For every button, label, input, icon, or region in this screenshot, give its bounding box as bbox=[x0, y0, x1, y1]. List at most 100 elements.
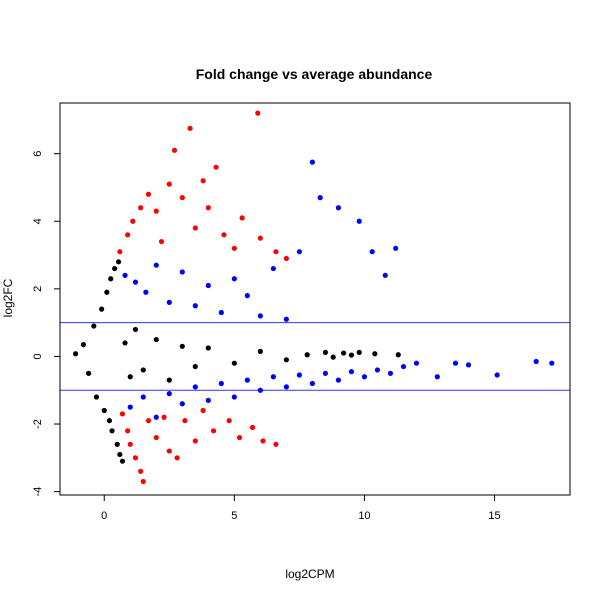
x-axis: 0 5 10 15 bbox=[101, 494, 501, 522]
data-point bbox=[99, 306, 105, 312]
data-point bbox=[127, 374, 133, 380]
data-point bbox=[255, 110, 261, 116]
data-point bbox=[452, 360, 459, 366]
data-point bbox=[244, 377, 250, 383]
data-point bbox=[117, 451, 123, 458]
data-point bbox=[434, 374, 440, 380]
data-point bbox=[179, 195, 185, 201]
x-tick-label: 5 bbox=[231, 510, 237, 522]
data-point bbox=[533, 358, 539, 365]
data-point bbox=[145, 191, 152, 197]
data-point bbox=[179, 343, 185, 349]
data-point bbox=[117, 249, 123, 255]
data-point bbox=[330, 354, 336, 360]
data-point bbox=[257, 235, 263, 241]
data-point bbox=[270, 374, 276, 380]
data-point bbox=[143, 289, 149, 295]
data-point bbox=[153, 434, 159, 441]
data-point bbox=[231, 245, 237, 251]
data-point bbox=[91, 323, 97, 329]
data-point bbox=[465, 362, 472, 368]
x-tick-label: 10 bbox=[358, 510, 370, 522]
data-point bbox=[231, 394, 237, 400]
x-axis-label: log2CPM bbox=[285, 567, 334, 581]
data-point bbox=[356, 218, 362, 224]
data-point bbox=[205, 282, 211, 289]
data-point bbox=[192, 438, 198, 444]
data-point bbox=[179, 401, 185, 407]
data-point bbox=[304, 352, 310, 358]
data-point bbox=[393, 245, 399, 251]
data-point bbox=[309, 380, 315, 387]
data-point bbox=[166, 391, 172, 397]
data-point bbox=[192, 363, 198, 370]
data-point bbox=[218, 380, 224, 387]
data-point bbox=[106, 418, 113, 424]
data-point bbox=[205, 345, 211, 351]
data-point bbox=[260, 438, 266, 444]
data-point bbox=[127, 404, 133, 410]
data-point bbox=[125, 428, 131, 434]
data-point bbox=[109, 428, 115, 434]
data-point bbox=[374, 367, 381, 373]
data-point bbox=[125, 232, 131, 238]
data-point bbox=[205, 205, 211, 211]
data-point bbox=[192, 225, 198, 231]
data-point bbox=[283, 316, 289, 322]
y-tick-label: 2 bbox=[32, 286, 44, 292]
data-point bbox=[236, 434, 243, 441]
data-point bbox=[372, 351, 378, 357]
data-point bbox=[257, 387, 263, 393]
data-point bbox=[138, 205, 144, 211]
data-point bbox=[210, 428, 217, 434]
data-point bbox=[140, 367, 146, 373]
x-tick-label: 0 bbox=[101, 510, 107, 522]
data-point bbox=[166, 377, 172, 383]
data-point bbox=[132, 326, 139, 333]
data-point bbox=[322, 370, 329, 376]
data-point bbox=[130, 218, 136, 224]
data-point bbox=[93, 394, 100, 400]
data-point bbox=[231, 276, 237, 282]
data-point bbox=[119, 411, 126, 417]
data-point bbox=[494, 372, 500, 378]
data-point bbox=[335, 377, 342, 383]
y-axis: -4 -2 0 2 4 6 bbox=[32, 151, 61, 497]
data-point bbox=[387, 370, 394, 376]
data-point bbox=[283, 255, 289, 262]
y-tick-label: -2 bbox=[32, 419, 44, 429]
data-point bbox=[283, 357, 289, 363]
data-point bbox=[158, 238, 165, 245]
data-point bbox=[249, 424, 256, 431]
data-point bbox=[356, 349, 362, 355]
data-point bbox=[341, 350, 347, 356]
data-point bbox=[348, 352, 355, 358]
data-point bbox=[140, 394, 146, 400]
y-tick-label: -4 bbox=[32, 487, 44, 497]
data-point bbox=[132, 455, 139, 461]
data-point bbox=[112, 265, 118, 272]
data-point bbox=[361, 374, 368, 380]
data-point bbox=[273, 249, 279, 255]
y-tick-label: 4 bbox=[32, 218, 44, 224]
data-point bbox=[244, 293, 250, 299]
data-point bbox=[382, 272, 388, 278]
y-axis-label: log2FC bbox=[1, 278, 15, 317]
data-point bbox=[395, 352, 401, 358]
data-point bbox=[114, 441, 120, 447]
data-point bbox=[335, 205, 342, 211]
data-point bbox=[166, 299, 172, 305]
data-point bbox=[257, 313, 263, 319]
y-tick-label: 0 bbox=[32, 353, 44, 359]
data-point bbox=[231, 360, 237, 366]
data-point bbox=[86, 370, 92, 376]
data-point bbox=[257, 348, 263, 354]
data-point bbox=[80, 342, 87, 348]
data-point bbox=[317, 195, 323, 201]
data-point bbox=[200, 407, 206, 414]
data-point bbox=[153, 414, 159, 420]
data-point bbox=[145, 418, 152, 424]
data-point bbox=[174, 455, 180, 461]
data-point bbox=[218, 309, 224, 316]
